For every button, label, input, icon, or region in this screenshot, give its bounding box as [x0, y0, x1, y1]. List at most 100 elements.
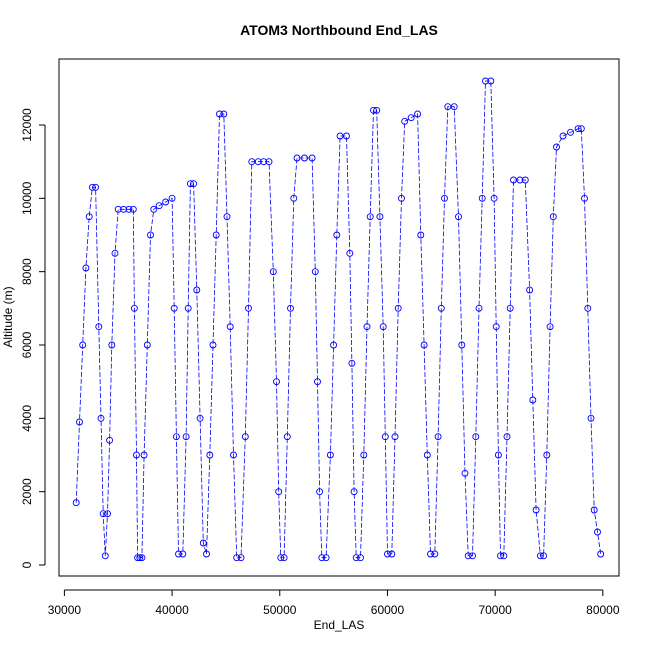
- data-point: [373, 106, 381, 114]
- data-point: [120, 205, 128, 213]
- data-point: [134, 554, 142, 562]
- data-point: [370, 106, 377, 114]
- data-point: [101, 552, 109, 560]
- y-tick-label: 12000: [20, 108, 34, 142]
- data-point: [492, 323, 500, 331]
- data-point: [437, 304, 445, 312]
- data-point: [230, 451, 237, 459]
- data-point: [546, 323, 554, 331]
- data-point: [363, 323, 371, 331]
- data-point: [521, 176, 529, 184]
- data-point: [85, 213, 93, 221]
- data-point: [133, 451, 140, 459]
- data-point: [532, 506, 540, 514]
- data-point: [506, 304, 514, 312]
- data-point: [326, 451, 334, 459]
- data-point: [431, 550, 439, 558]
- data-point: [275, 488, 283, 496]
- data-point: [414, 110, 422, 118]
- data-point: [350, 488, 358, 496]
- data-point: [348, 359, 356, 367]
- x-tick-label: 60000: [371, 603, 405, 617]
- data-point: [394, 304, 402, 312]
- data-point: [407, 114, 415, 122]
- y-tick-label: 2000: [20, 478, 34, 505]
- data-point: [584, 304, 592, 312]
- data-point: [536, 552, 544, 560]
- data-point: [175, 550, 182, 558]
- y-tick-label: 4000: [20, 405, 34, 432]
- data-point: [577, 125, 585, 133]
- data-point: [92, 183, 100, 191]
- data-point: [308, 154, 316, 162]
- y-tick-label: 6000: [20, 331, 34, 358]
- data-point: [384, 550, 391, 558]
- data-point: [540, 552, 548, 560]
- data-point: [168, 194, 176, 202]
- data-point: [526, 286, 534, 294]
- data-point: [322, 554, 330, 562]
- data-point: [265, 158, 273, 166]
- x-axis-label: End_LAS: [314, 618, 365, 632]
- data-point: [138, 554, 146, 562]
- data-point: [130, 304, 138, 312]
- series-line: [75, 80, 602, 559]
- data-point: [179, 550, 187, 558]
- data-point: [293, 154, 301, 162]
- data-point: [346, 249, 354, 257]
- data-point: [280, 554, 288, 562]
- data-point: [155, 202, 163, 210]
- data-point: [108, 341, 116, 349]
- data-point: [220, 110, 228, 118]
- data-point: [216, 110, 223, 118]
- data-point: [490, 194, 498, 202]
- data-point: [283, 433, 291, 441]
- data-point: [136, 554, 144, 562]
- data-point: [245, 304, 252, 312]
- data-layer: [72, 77, 605, 562]
- data-point: [594, 528, 601, 536]
- data-point: [316, 488, 324, 496]
- data-point: [516, 176, 524, 184]
- data-point: [196, 414, 204, 422]
- y-axis-label: Altitude (m): [1, 286, 15, 347]
- data-point: [434, 433, 442, 441]
- x-tick-label: 30000: [48, 603, 82, 617]
- data-point: [190, 180, 198, 188]
- data-point: [401, 117, 409, 125]
- y-tick-label: 0: [20, 561, 34, 568]
- data-point: [352, 554, 360, 562]
- data-point: [461, 469, 469, 477]
- data-point: [417, 231, 425, 239]
- data-point: [106, 436, 114, 444]
- data-point: [450, 103, 458, 111]
- data-point: [287, 304, 294, 312]
- data-point: [458, 341, 466, 349]
- data-point: [254, 158, 262, 166]
- data-point: [497, 552, 504, 560]
- data-point: [357, 554, 364, 562]
- x-tick-label: 50000: [263, 603, 297, 617]
- x-tick-label: 80000: [586, 603, 620, 617]
- data-point: [143, 341, 151, 349]
- plot-frame: [58, 58, 620, 577]
- data-point: [212, 231, 220, 239]
- data-point: [381, 433, 389, 441]
- data-point: [72, 499, 80, 507]
- data-point: [423, 451, 431, 459]
- data-point: [567, 128, 574, 136]
- data-point: [76, 418, 83, 426]
- data-point: [333, 231, 341, 239]
- data-point: [301, 154, 308, 162]
- data-point: [529, 396, 537, 404]
- data-point: [587, 414, 595, 422]
- data-point: [494, 451, 502, 459]
- data-point: [129, 205, 137, 213]
- data-point: [269, 268, 277, 276]
- data-point: [114, 205, 122, 213]
- data-point: [290, 194, 298, 202]
- data-point: [366, 213, 374, 221]
